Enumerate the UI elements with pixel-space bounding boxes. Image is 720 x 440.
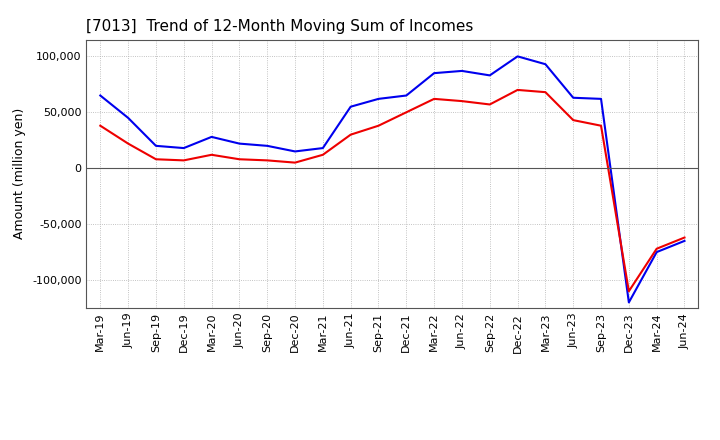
Ordinary Income bbox=[318, 146, 327, 151]
Net Income bbox=[374, 123, 383, 128]
Net Income bbox=[569, 117, 577, 123]
Net Income bbox=[458, 99, 467, 104]
Net Income bbox=[318, 152, 327, 158]
Net Income bbox=[291, 160, 300, 165]
Ordinary Income bbox=[458, 68, 467, 73]
Ordinary Income bbox=[624, 300, 633, 305]
Net Income bbox=[96, 123, 104, 128]
Net Income bbox=[624, 289, 633, 294]
Net Income bbox=[263, 158, 271, 163]
Ordinary Income bbox=[291, 149, 300, 154]
Net Income bbox=[346, 132, 355, 137]
Net Income bbox=[207, 152, 216, 158]
Net Income bbox=[597, 123, 606, 128]
Net Income bbox=[680, 235, 689, 240]
Net Income bbox=[513, 87, 522, 92]
Net Income bbox=[124, 141, 132, 146]
Y-axis label: Amount (million yen): Amount (million yen) bbox=[14, 108, 27, 239]
Ordinary Income bbox=[402, 93, 410, 98]
Ordinary Income bbox=[235, 141, 243, 146]
Net Income bbox=[430, 96, 438, 102]
Net Income bbox=[235, 157, 243, 162]
Net Income bbox=[541, 89, 550, 95]
Ordinary Income bbox=[680, 238, 689, 243]
Ordinary Income bbox=[152, 143, 161, 148]
Ordinary Income bbox=[569, 95, 577, 100]
Net Income bbox=[652, 246, 661, 251]
Net Income bbox=[402, 110, 410, 115]
Net Income bbox=[179, 158, 188, 163]
Ordinary Income bbox=[652, 249, 661, 255]
Line: Net Income: Net Income bbox=[100, 90, 685, 291]
Ordinary Income bbox=[541, 62, 550, 67]
Ordinary Income bbox=[513, 54, 522, 59]
Net Income bbox=[485, 102, 494, 107]
Ordinary Income bbox=[263, 143, 271, 148]
Ordinary Income bbox=[124, 115, 132, 121]
Ordinary Income bbox=[597, 96, 606, 102]
Ordinary Income bbox=[374, 96, 383, 102]
Ordinary Income bbox=[485, 73, 494, 78]
Ordinary Income bbox=[430, 70, 438, 76]
Ordinary Income bbox=[207, 134, 216, 139]
Ordinary Income bbox=[179, 146, 188, 151]
Line: Ordinary Income: Ordinary Income bbox=[100, 56, 685, 302]
Net Income bbox=[152, 157, 161, 162]
Text: [7013]  Trend of 12-Month Moving Sum of Incomes: [7013] Trend of 12-Month Moving Sum of I… bbox=[86, 19, 474, 34]
Ordinary Income bbox=[96, 93, 104, 98]
Ordinary Income bbox=[346, 104, 355, 109]
